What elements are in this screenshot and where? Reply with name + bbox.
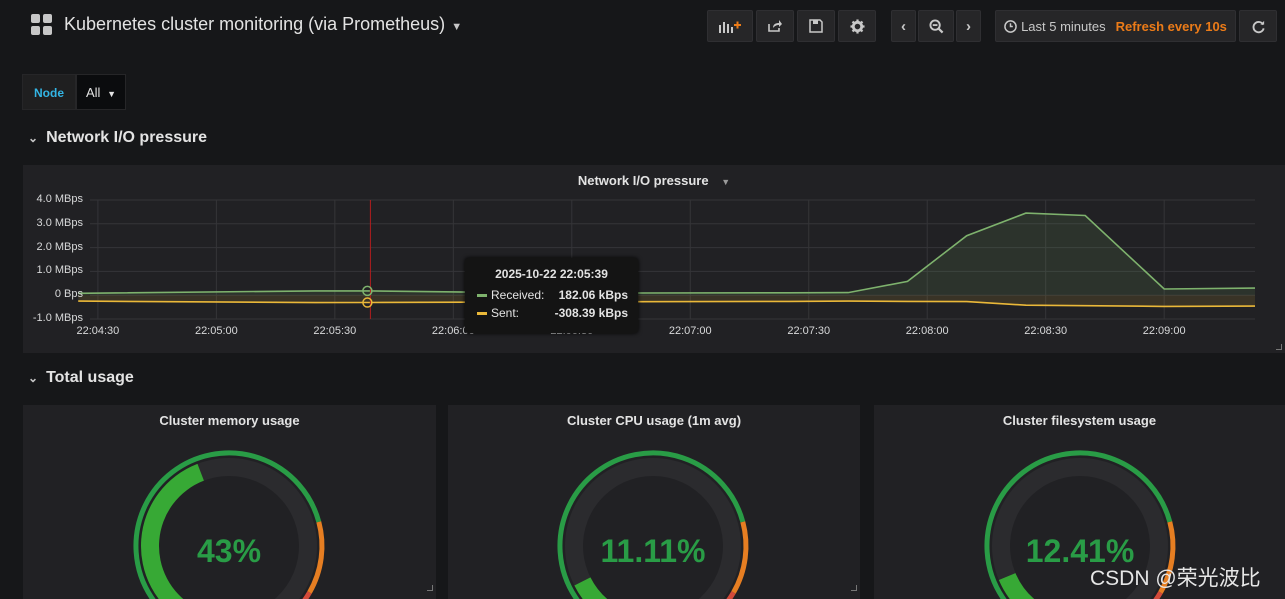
legend-swatch: [477, 294, 487, 298]
caret-down-icon: ▼: [721, 177, 731, 187]
graph-tooltip: 2025-10-22 22:05:39 Received: 182.06 kBp…: [465, 258, 638, 333]
caret-down-icon: ▼: [451, 21, 463, 33]
resize-handle[interactable]: [1276, 344, 1282, 350]
chevron-right-icon: ›: [966, 17, 971, 35]
graph-panel-title[interactable]: Network I/O pressure ▼: [23, 173, 1285, 188]
watermark-text: CSDN @荣光波比: [1090, 567, 1261, 590]
refresh-interval-label: Refresh every 10s: [1115, 18, 1227, 34]
template-variable-node: Node All ▼: [22, 74, 126, 110]
x-tick-label: 22:06:00: [431, 325, 475, 337]
tooltip-item-sent: Sent: -308.39 kBps: [477, 306, 628, 322]
chevron-left-icon: ‹: [901, 17, 906, 35]
x-tick-label: 22:08:00: [905, 325, 949, 337]
dashboards-grid-icon[interactable]: [31, 14, 53, 36]
settings-button[interactable]: [838, 10, 876, 42]
tooltip-value: -308.39 kBps: [554, 306, 628, 320]
save-dashboard-button[interactable]: [797, 10, 835, 42]
top-navbar: Kubernetes cluster monitoring (via Prome…: [0, 0, 1285, 50]
time-shift-forward-button[interactable]: ›: [956, 10, 981, 42]
variable-value-dropdown[interactable]: All ▼: [76, 74, 126, 110]
graph-title-text: Network I/O pressure: [577, 173, 709, 188]
zoom-out-icon: [928, 18, 943, 33]
y-tick-label: 4.0 MBps: [36, 193, 83, 205]
row-title-text: Total usage: [46, 369, 134, 386]
time-picker-button[interactable]: Last 5 minutes Refresh every 10s: [995, 10, 1236, 42]
tooltip-label: Received:: [491, 288, 545, 302]
tooltip-label: Sent:: [491, 306, 520, 320]
dashboard-title-text: Kubernetes cluster monitoring (via Prome…: [64, 14, 446, 34]
share-button[interactable]: [756, 10, 794, 42]
save-icon: [809, 19, 823, 33]
variable-label: Node: [22, 74, 76, 110]
x-tick-label: 22:07:30: [787, 325, 831, 337]
row-header-total-usage[interactable]: ⌄ Total usage: [28, 369, 134, 387]
legend-swatch: [477, 312, 487, 316]
add-panel-button[interactable]: [707, 10, 753, 42]
y-tick-label: 0 Bps: [54, 288, 83, 301]
time-shift-back-button[interactable]: ‹: [891, 10, 916, 42]
gauge-value: 12.41%: [1025, 533, 1135, 569]
x-tick-label: 22:04:30: [76, 325, 120, 337]
tooltip-item-received: Received: 182.06 kBps: [477, 288, 628, 304]
time-range-label: Last 5 minutes: [1021, 18, 1106, 34]
dashboard-title[interactable]: Kubernetes cluster monitoring (via Prome…: [64, 14, 462, 35]
y-tick-label: 3.0 MBps: [36, 216, 83, 229]
x-tick-label: 22:08:30: [1024, 325, 1068, 337]
gauge-title[interactable]: Cluster memory usage: [159, 413, 300, 428]
gauge-value: 11.11%: [600, 533, 706, 569]
caret-down-icon: ▼: [107, 89, 116, 99]
gauge-title[interactable]: Cluster CPU usage (1m avg): [566, 413, 742, 428]
y-tick-label: 2.0 MBps: [36, 240, 83, 253]
clock-icon: [1004, 19, 1017, 33]
refresh-icon: [1252, 20, 1265, 33]
x-tick-label: 22:05:30: [313, 325, 357, 337]
gauge-title[interactable]: Cluster filesystem usage: [1002, 413, 1157, 428]
x-tick-label: 22:07:00: [668, 325, 712, 337]
tooltip-value: 182.06 kBps: [558, 288, 628, 302]
y-tick-label: 1.0 MBps: [36, 264, 83, 277]
row-header-network[interactable]: ⌄ Network I/O pressure: [28, 129, 207, 147]
add-panel-icon: [719, 21, 741, 33]
share-icon: [768, 20, 782, 32]
x-tick-label: 22:05:00: [194, 325, 238, 337]
variable-value-text: All: [86, 85, 101, 100]
resize-handle[interactable]: [427, 585, 433, 591]
chevron-down-icon: ⌄: [28, 371, 39, 385]
row-title-text: Network I/O pressure: [46, 129, 208, 146]
y-tick-label: -1.0 MBps: [32, 312, 83, 324]
gauge-value: 43%: [196, 533, 262, 569]
chevron-down-icon: ⌄: [28, 131, 39, 145]
x-tick-label: 22:09:00: [1142, 325, 1186, 337]
refresh-button[interactable]: [1239, 10, 1277, 42]
zoom-out-button[interactable]: [918, 10, 954, 42]
tooltip-time: 2025-10-22 22:05:39: [495, 267, 608, 281]
gear-icon: [849, 18, 865, 34]
resize-handle[interactable]: [851, 585, 857, 591]
